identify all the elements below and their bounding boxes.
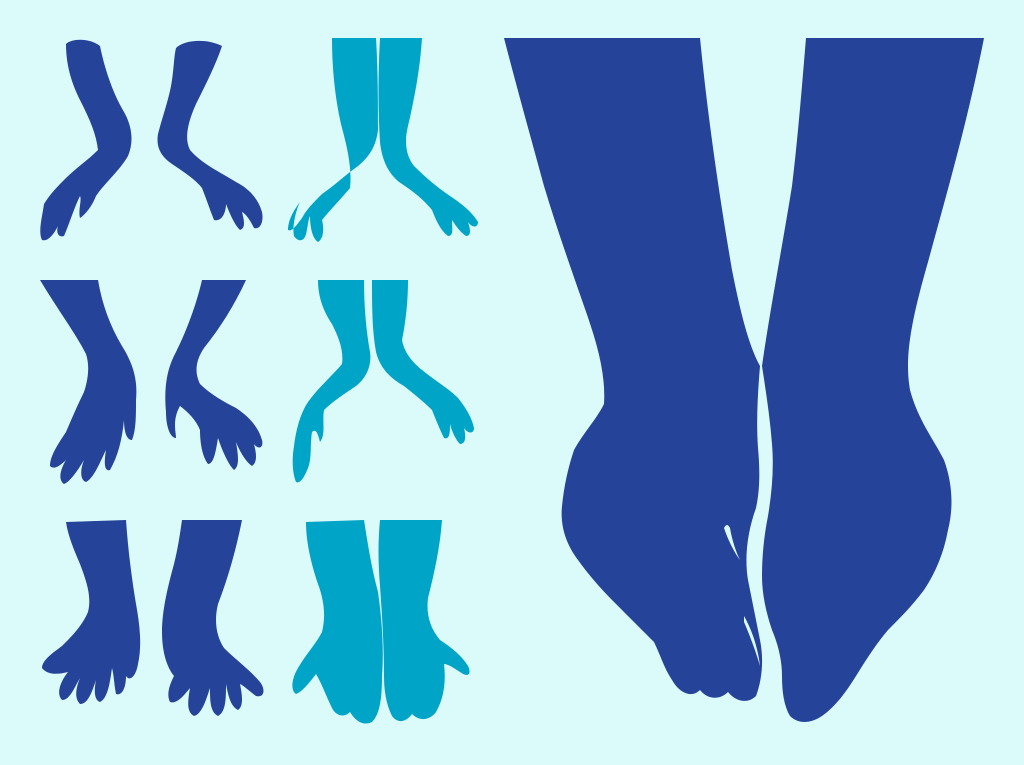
left-hand-icon <box>40 280 137 484</box>
left-hand-icon <box>504 38 763 701</box>
right-hand-icon <box>378 520 470 722</box>
hand-pair-icon <box>40 39 263 241</box>
clasped-hands-icon <box>504 38 984 722</box>
finger-gap-icon <box>744 616 760 666</box>
right-hand-icon <box>157 40 263 231</box>
left-hand-icon <box>288 38 378 242</box>
hand-pair-icon <box>40 280 263 484</box>
left-hand-icon <box>40 39 132 241</box>
left-hand-icon <box>292 280 371 483</box>
left-hand-icon <box>42 520 141 704</box>
right-hand-icon <box>372 280 474 444</box>
right-hand-icon <box>762 38 984 722</box>
right-hand-icon <box>165 280 263 470</box>
right-hand-icon <box>378 38 478 236</box>
hand-pair-icon <box>42 520 264 716</box>
right-hand-icon <box>162 520 264 716</box>
hand-pair-icon <box>292 280 474 483</box>
finger-gap-icon <box>760 468 767 524</box>
left-hand-icon <box>292 520 383 724</box>
hand-pair-icon <box>288 38 478 242</box>
finger-gap-icon <box>724 525 740 560</box>
hand-pair-icon <box>292 520 470 724</box>
